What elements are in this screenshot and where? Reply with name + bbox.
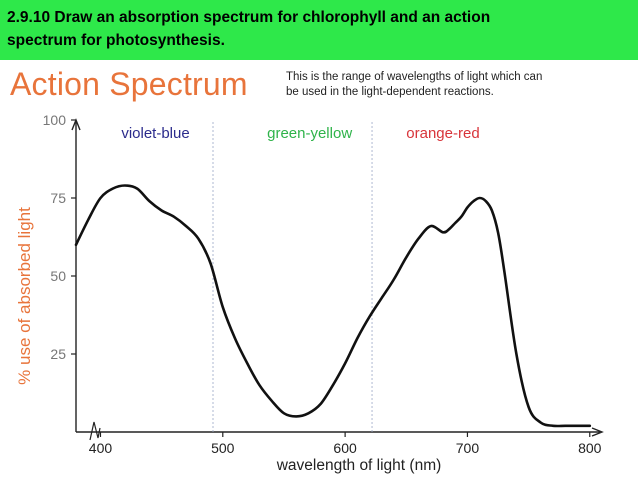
x-tick-label-4: 700 [456, 440, 480, 456]
x-axis-label: wavelength of light (nm) [276, 457, 442, 474]
x-tick-label-5: 800 [578, 440, 602, 456]
slide-title: 2.9.10 Draw an absorption spectrum for c… [7, 6, 627, 52]
x-tick-label-1: 400 [89, 440, 113, 456]
x-tick-label-2: 500 [211, 440, 235, 456]
action-spectrum-curve [74, 184, 592, 428]
y-tick-label-1: 100 [43, 112, 67, 128]
y-tick-label-4: 25 [50, 346, 66, 362]
x-tick-label-3: 600 [333, 440, 357, 456]
y-tick-label-2: 75 [50, 190, 66, 206]
region-label-3: orange-red [406, 125, 479, 142]
region-label-2: green-yellow [267, 125, 352, 142]
y-axis-label: % use of absorbed light [15, 207, 34, 385]
description-line-1: This is the range of wavelengths of ligh… [286, 71, 543, 83]
region-label-1: violet-blue [121, 125, 189, 142]
action-spectrum-heading: Action Spectrum [10, 66, 248, 102]
title-banner: 2.9.10 Draw an absorption spectrum for c… [0, 0, 638, 60]
slide-title-line-1: 2.9.10 Draw an absorption spectrum for c… [7, 9, 491, 26]
x-axis-arrow [591, 427, 604, 437]
description-line-2: be used in the light-dependent reactions… [286, 86, 494, 98]
axis-break-mark [89, 421, 101, 441]
slide-title-line-2: spectrum for photosynthesis. [7, 32, 225, 49]
description-text: This is the range of wavelengths of ligh… [286, 70, 631, 100]
y-tick-label-3: 50 [50, 268, 66, 284]
